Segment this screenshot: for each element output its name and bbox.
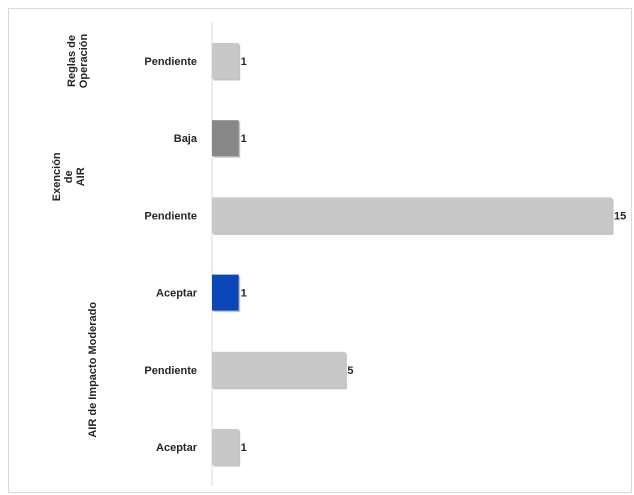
group-label: AIR de Impacto Moderado: [87, 302, 99, 438]
bar: [212, 43, 239, 79]
bar: [212, 351, 346, 388]
category-label: Aceptar: [156, 442, 198, 454]
group-label-line: Operación: [78, 34, 90, 89]
chart-frame: [8, 8, 632, 493]
category-label: Baja: [174, 133, 198, 145]
category-label: Pendiente: [144, 365, 197, 377]
data-label: 1: [241, 288, 247, 300]
group-label-line: de: [63, 170, 75, 183]
group-label-line: Reglas de: [66, 35, 78, 87]
group-label: Reglas deOperación: [66, 34, 90, 89]
data-label: 1: [241, 442, 247, 454]
group-label-line: Exención: [51, 152, 63, 201]
data-label: 15: [614, 210, 626, 222]
data-label: 5: [347, 365, 353, 377]
bar: [212, 274, 239, 311]
group-label-line: AIR: [75, 167, 87, 186]
bar: [212, 429, 239, 465]
data-label: 1: [241, 133, 247, 145]
bar: [212, 120, 239, 157]
bar: [212, 197, 612, 234]
group-label: ExencióndeAIR: [51, 152, 87, 201]
category-label: Pendiente: [144, 56, 197, 68]
data-label: 1: [241, 56, 247, 68]
category-label: Pendiente: [144, 210, 197, 222]
category-label: Aceptar: [156, 288, 198, 300]
group-label-line: AIR de Impacto Moderado: [87, 302, 99, 438]
